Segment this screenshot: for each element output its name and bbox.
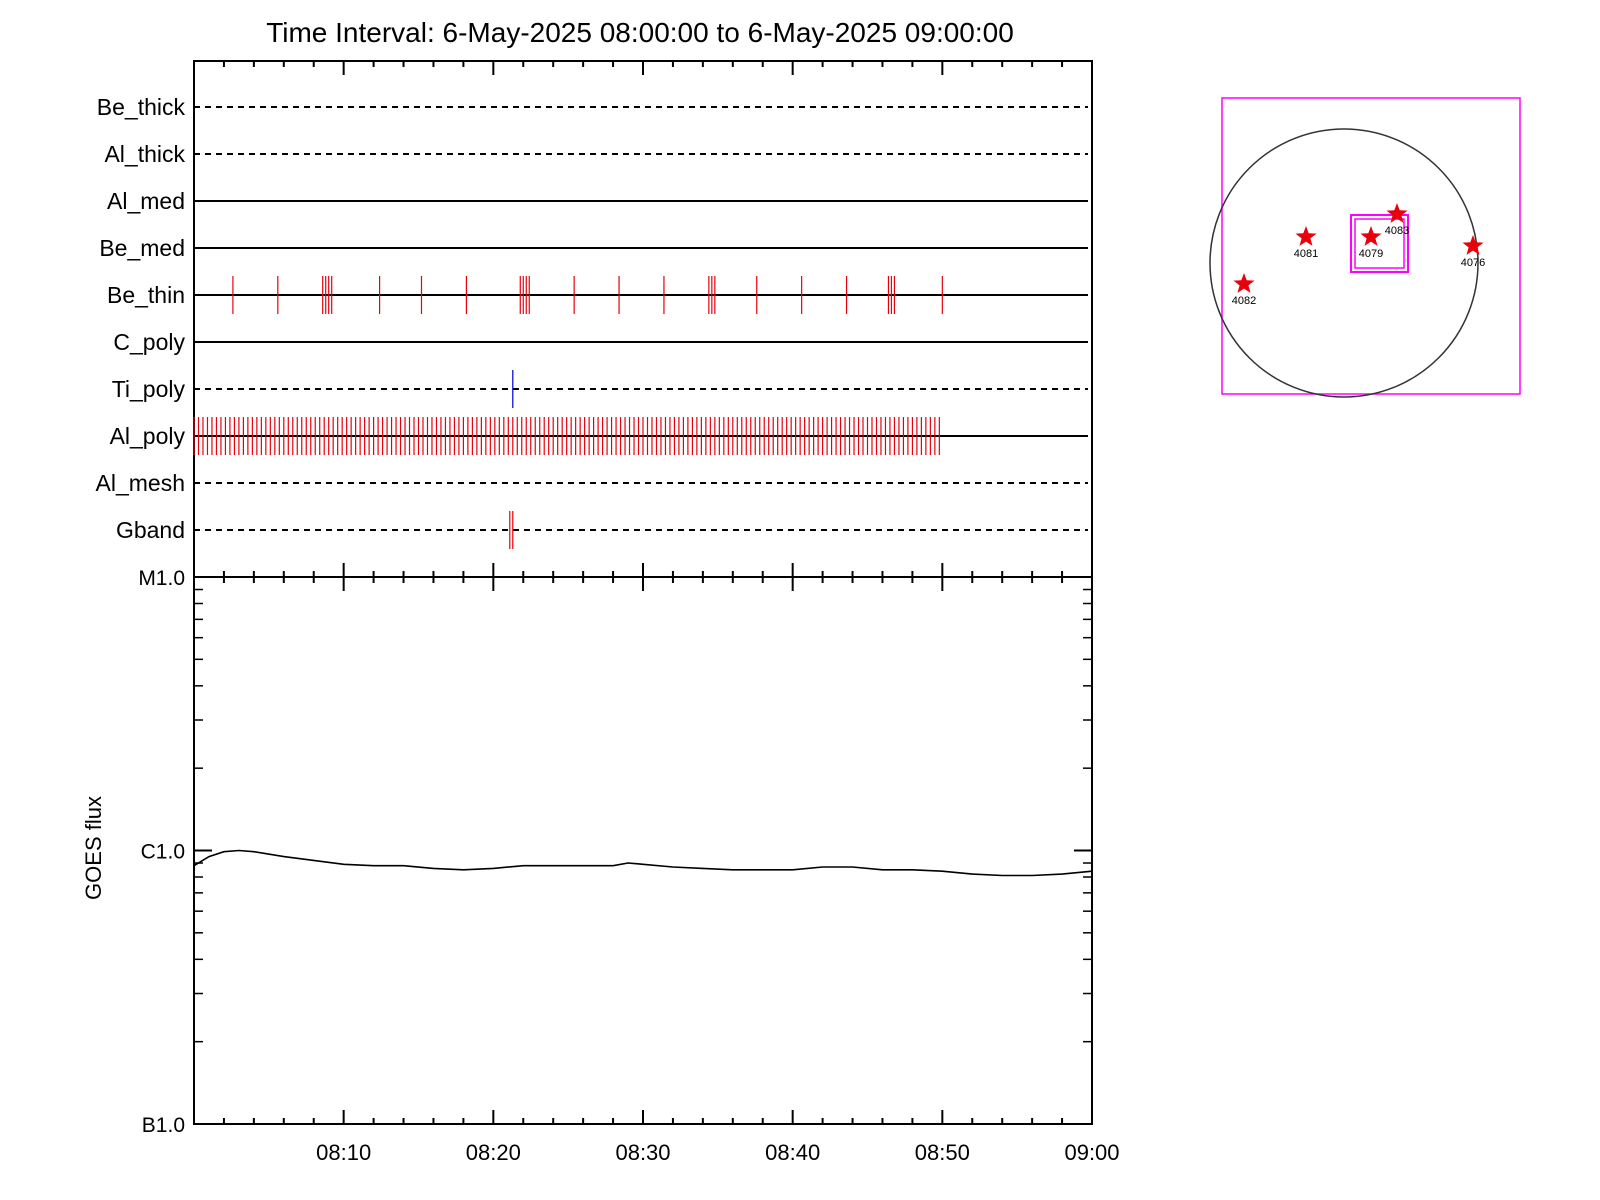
x-tick-label: 08:50 [915,1140,970,1165]
region-star-icon [1386,203,1408,223]
region-star-icon [1295,226,1317,246]
goes-flux-line [193,849,1093,877]
row-label-gband: Gband [116,517,185,543]
x-tick-label: 08:40 [765,1140,820,1165]
pointing-box-outer [1350,214,1409,273]
row-label-al_thick: Al_thick [104,141,185,167]
solar-disk [1209,128,1479,398]
y-axis-label: GOES flux [81,796,106,900]
x-tick-label: 08:30 [615,1140,670,1165]
row-label-al_med: Al_med [107,188,185,214]
row-label-c_poly: C_poly [113,329,185,355]
region-star-icon [1233,273,1255,293]
goes-flux-panel: GOES flux 08:10 08:20 08:30 08:40 08:50 09:00… [81,567,1120,1165]
pointing-box-inner [1354,218,1405,269]
row-label-al_mesh: Al_mesh [96,470,185,496]
region-star-icon [1462,235,1484,255]
x-tick-label: 08:20 [466,1140,521,1165]
x-tick-label: 08:10 [316,1140,371,1165]
chart-title: Time Interval: 6-May-2025 08:00:00 to 6-… [266,17,1014,48]
row-label-be_med: Be_med [99,235,185,261]
row-label-be_thin: Be_thin [107,282,185,308]
y-tick-label: M1.0 [138,567,185,590]
y-tick-label: C1.0 [141,841,185,864]
region-label: 4083 [1385,225,1409,237]
row-label-ti_poly: Ti_poly [112,376,186,402]
row-label-be_thick: Be_thick [97,94,186,120]
region-label: 4081 [1294,248,1318,260]
timeline-frame [193,60,1093,578]
region-star-icon [1360,226,1382,246]
region-label: 4076 [1461,257,1485,269]
x-tick-label: 09:00 [1064,1140,1119,1165]
region-label: 4082 [1232,295,1256,307]
y-tick-label: B1.0 [142,1114,185,1137]
instrument-timeline-panel: Be_thick Al_thick Al_med Be_med Be_thin C_pol… [96,60,1093,578]
row-label-al_poly: Al_poly [110,423,186,449]
flux-frame [193,576,1093,1125]
region-label: 4079 [1359,248,1383,260]
